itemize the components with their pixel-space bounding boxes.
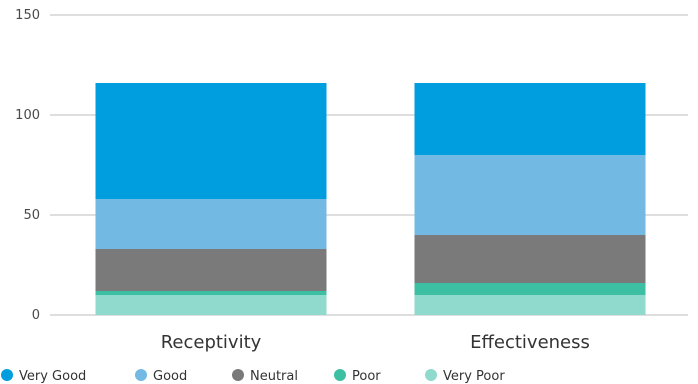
legend-label: Very Good bbox=[19, 369, 86, 384]
x-axis-labels: Receptivity Effectiveness bbox=[161, 332, 590, 353]
bar-segment-very-good bbox=[95, 83, 327, 199]
legend-swatch bbox=[232, 369, 244, 381]
bar-segment-neutral bbox=[414, 235, 646, 283]
bars bbox=[95, 83, 646, 315]
bar-stack-effectiveness bbox=[414, 83, 646, 315]
legend: Very Good Good Neutral Poor Very Poor bbox=[1, 369, 505, 384]
bar-segment-poor bbox=[95, 291, 327, 295]
y-tick-label: 150 bbox=[15, 8, 40, 23]
y-tick-label: 100 bbox=[15, 108, 40, 123]
x-category-label: Receptivity bbox=[161, 332, 262, 353]
bar-segment-good bbox=[95, 199, 327, 249]
legend-item-good: Good bbox=[135, 369, 187, 384]
bar-segment-good bbox=[414, 155, 646, 235]
bar-segment-very-poor bbox=[95, 295, 327, 315]
y-axis-ticks: 0 50 100 150 bbox=[15, 8, 40, 323]
legend-swatch bbox=[1, 369, 13, 381]
y-tick-label: 50 bbox=[23, 208, 40, 223]
legend-item-poor: Poor bbox=[334, 369, 381, 384]
bar-segment-neutral bbox=[95, 249, 327, 291]
bar-stack-receptivity bbox=[95, 83, 327, 315]
bar-segment-poor bbox=[414, 283, 646, 295]
legend-swatch bbox=[334, 369, 346, 381]
x-category-label: Effectiveness bbox=[470, 332, 590, 353]
legend-swatch bbox=[135, 369, 147, 381]
legend-item-very-poor: Very Poor bbox=[425, 369, 505, 384]
legend-item-very-good: Very Good bbox=[1, 369, 86, 384]
y-tick-label: 0 bbox=[32, 308, 40, 323]
legend-label: Poor bbox=[352, 369, 381, 384]
legend-item-neutral: Neutral bbox=[232, 369, 298, 384]
legend-label: Neutral bbox=[250, 369, 298, 384]
bar-segment-very-good bbox=[414, 83, 646, 155]
legend-swatch bbox=[425, 369, 437, 381]
legend-label: Very Poor bbox=[443, 369, 505, 384]
legend-label: Good bbox=[153, 369, 187, 384]
bar-segment-very-poor bbox=[414, 295, 646, 315]
